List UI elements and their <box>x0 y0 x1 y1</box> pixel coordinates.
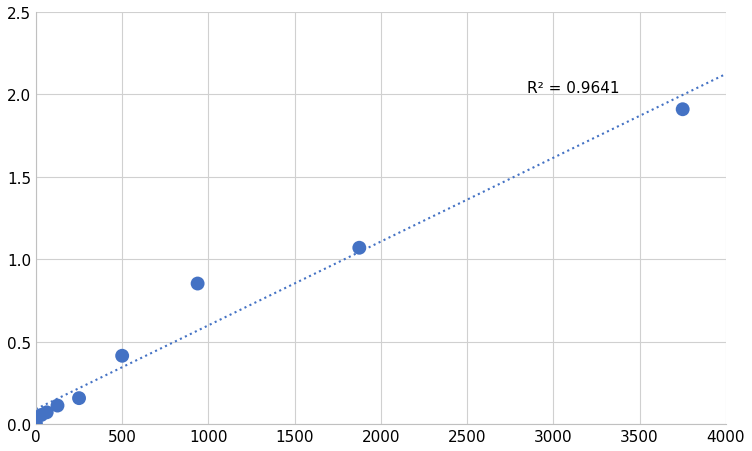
Point <box>677 106 689 114</box>
Point <box>116 352 128 359</box>
Point <box>192 281 204 288</box>
Point <box>41 409 53 416</box>
Point <box>30 420 42 428</box>
Point <box>73 395 85 402</box>
Point <box>353 244 365 252</box>
Point <box>51 402 63 409</box>
Point <box>35 411 47 419</box>
Text: R² = 0.9641: R² = 0.9641 <box>527 81 620 96</box>
